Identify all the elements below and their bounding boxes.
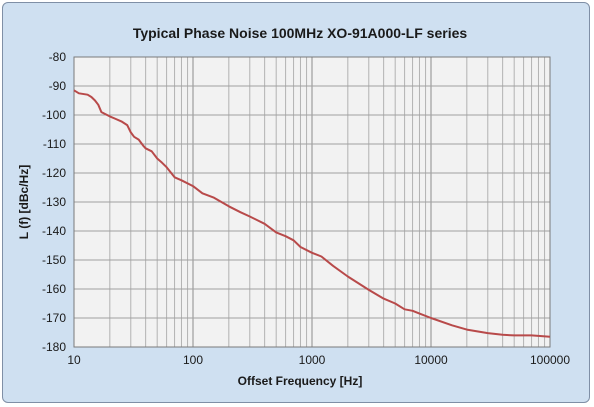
x-tick-label: 10000	[414, 353, 448, 367]
plot-border	[73, 56, 551, 348]
y-tick-label: -140	[42, 224, 66, 238]
y-tick-label: -130	[42, 195, 66, 209]
series-line	[73, 89, 551, 338]
x-tick-label: 10	[67, 353, 81, 367]
x-axis-title: Offset Frequency [Hz]	[238, 374, 363, 388]
y-tick-label: -90	[49, 79, 67, 93]
y-tick-label: -160	[42, 282, 66, 296]
x-axis-ticks: 10 100 1000 10000 100000	[67, 353, 570, 367]
grid	[73, 56, 551, 348]
y-axis-title: L (f) [dBc/Hz]	[17, 165, 31, 239]
y-tick-label: -100	[42, 108, 66, 122]
y-axis-ticks: -80 -90 -100 -110 -120 -130 -140 -150 -160 -170 -1…	[42, 50, 66, 354]
y-tick-label: -80	[49, 50, 67, 64]
y-tick-label: -110	[43, 137, 66, 151]
series-group	[73, 89, 551, 338]
y-tick-label: -170	[42, 311, 66, 325]
chart-title: Typical Phase Noise 100MHz XO-91A000-LF …	[133, 25, 468, 41]
y-tick-label: -150	[42, 253, 66, 267]
x-tick-label: 100	[183, 353, 203, 367]
x-tick-label: 1000	[299, 353, 326, 367]
y-tick-label: -120	[42, 166, 66, 180]
y-tick-label: -180	[42, 340, 66, 354]
x-tick-label: 100000	[530, 353, 570, 367]
